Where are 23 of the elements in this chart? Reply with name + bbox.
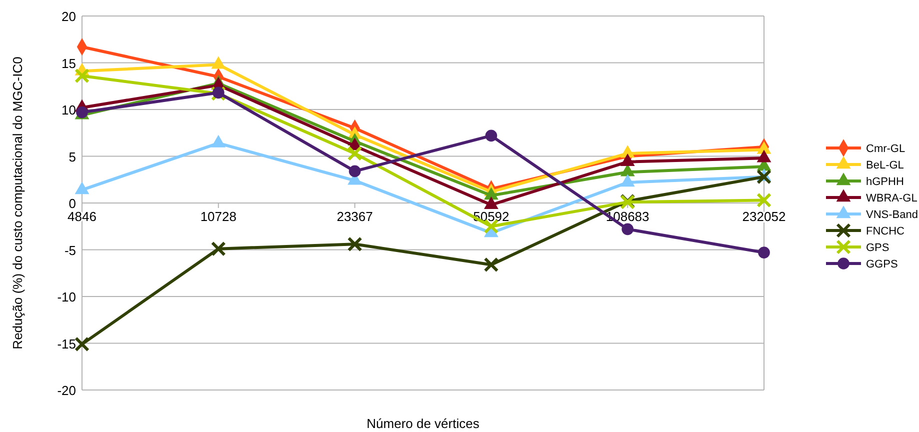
legend-label: BeL-GL bbox=[866, 160, 904, 172]
legend-label: WBRA-GL bbox=[866, 192, 918, 204]
y-tick-label: -10 bbox=[57, 290, 76, 304]
y-tick-label: -20 bbox=[57, 383, 76, 398]
legend-label: GGPS bbox=[866, 258, 898, 270]
legend-label: Cmr-GL bbox=[866, 143, 906, 155]
legend-label: VNS-Band bbox=[866, 209, 918, 221]
x-tick-label: 23367 bbox=[336, 209, 373, 224]
y-tick-label: 10 bbox=[62, 102, 76, 118]
x-tick-label: 4846 bbox=[68, 209, 96, 224]
y-tick-label: 15 bbox=[62, 56, 76, 71]
legend-label: FNCHC bbox=[866, 226, 905, 238]
legend-label: hGPHH bbox=[866, 176, 904, 188]
y-tick-label: 5 bbox=[68, 149, 76, 164]
y-tick-label: 20 bbox=[62, 9, 76, 24]
x-axis-title: Número de vértices bbox=[366, 416, 480, 431]
y-tick-label: -15 bbox=[57, 336, 76, 352]
x-tick-label: 232052 bbox=[742, 209, 786, 224]
y-tick-label: -5 bbox=[64, 242, 76, 258]
y-tick-label: 0 bbox=[68, 196, 76, 211]
legend-label: GPS bbox=[866, 242, 890, 254]
x-tick-label: 10728 bbox=[200, 209, 236, 224]
y-axis-title: Redução (%) do custo computacional do MGC-IC0 bbox=[10, 56, 25, 350]
